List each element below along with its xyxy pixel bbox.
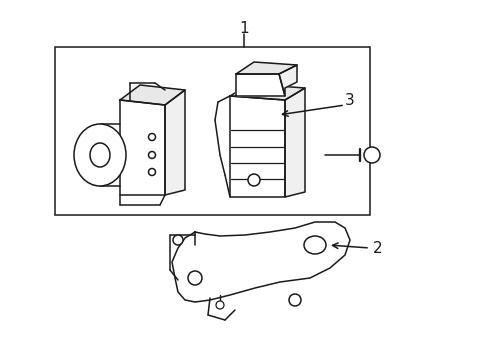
Circle shape [187, 271, 202, 285]
Text: 1: 1 [239, 21, 248, 36]
Text: 2: 2 [372, 240, 382, 256]
Circle shape [148, 168, 155, 176]
Circle shape [148, 152, 155, 158]
Circle shape [148, 134, 155, 140]
Ellipse shape [90, 143, 110, 167]
Polygon shape [120, 85, 184, 105]
Polygon shape [172, 222, 349, 302]
Ellipse shape [74, 124, 126, 186]
Polygon shape [229, 84, 305, 100]
Polygon shape [120, 100, 164, 195]
Circle shape [216, 301, 224, 309]
Polygon shape [236, 74, 285, 96]
Polygon shape [229, 96, 285, 197]
Polygon shape [236, 62, 296, 74]
Ellipse shape [304, 236, 325, 254]
Circle shape [363, 147, 379, 163]
Polygon shape [279, 65, 296, 96]
Bar [55, 47, 369, 215]
Circle shape [247, 174, 260, 186]
Circle shape [173, 235, 183, 245]
Circle shape [288, 294, 301, 306]
Text: 3: 3 [345, 93, 354, 108]
Polygon shape [285, 88, 305, 197]
Polygon shape [164, 90, 184, 195]
